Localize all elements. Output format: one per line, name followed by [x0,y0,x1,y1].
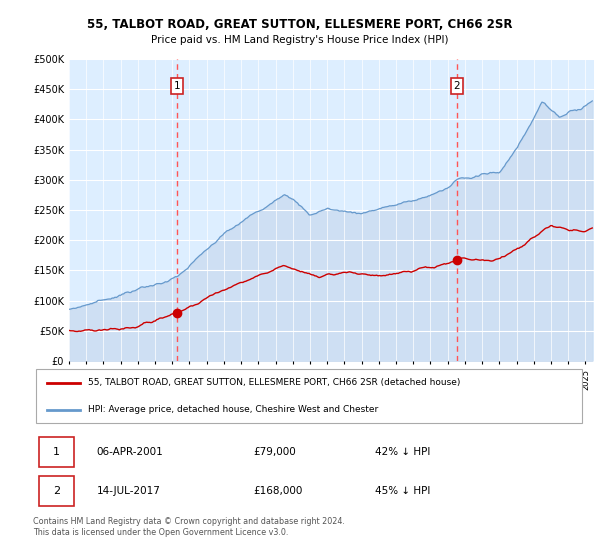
Text: 45% ↓ HPI: 45% ↓ HPI [375,486,431,496]
Text: 1: 1 [173,81,180,91]
Text: 1: 1 [53,447,60,457]
Text: £168,000: £168,000 [254,486,303,496]
FancyBboxPatch shape [38,437,74,467]
Text: 06-APR-2001: 06-APR-2001 [97,447,163,457]
Text: Contains HM Land Registry data © Crown copyright and database right 2024.
This d: Contains HM Land Registry data © Crown c… [33,517,345,536]
Text: 2: 2 [53,486,60,496]
Text: Price paid vs. HM Land Registry's House Price Index (HPI): Price paid vs. HM Land Registry's House … [151,35,449,45]
Text: £79,000: £79,000 [254,447,296,457]
Text: HPI: Average price, detached house, Cheshire West and Chester: HPI: Average price, detached house, Ches… [88,405,379,414]
Text: 55, TALBOT ROAD, GREAT SUTTON, ELLESMERE PORT, CH66 2SR: 55, TALBOT ROAD, GREAT SUTTON, ELLESMERE… [87,17,513,31]
FancyBboxPatch shape [38,476,74,506]
Text: 55, TALBOT ROAD, GREAT SUTTON, ELLESMERE PORT, CH66 2SR (detached house): 55, TALBOT ROAD, GREAT SUTTON, ELLESMERE… [88,378,461,387]
Text: 42% ↓ HPI: 42% ↓ HPI [375,447,431,457]
Text: 14-JUL-2017: 14-JUL-2017 [97,486,160,496]
Text: 2: 2 [454,81,460,91]
FancyBboxPatch shape [36,369,582,423]
